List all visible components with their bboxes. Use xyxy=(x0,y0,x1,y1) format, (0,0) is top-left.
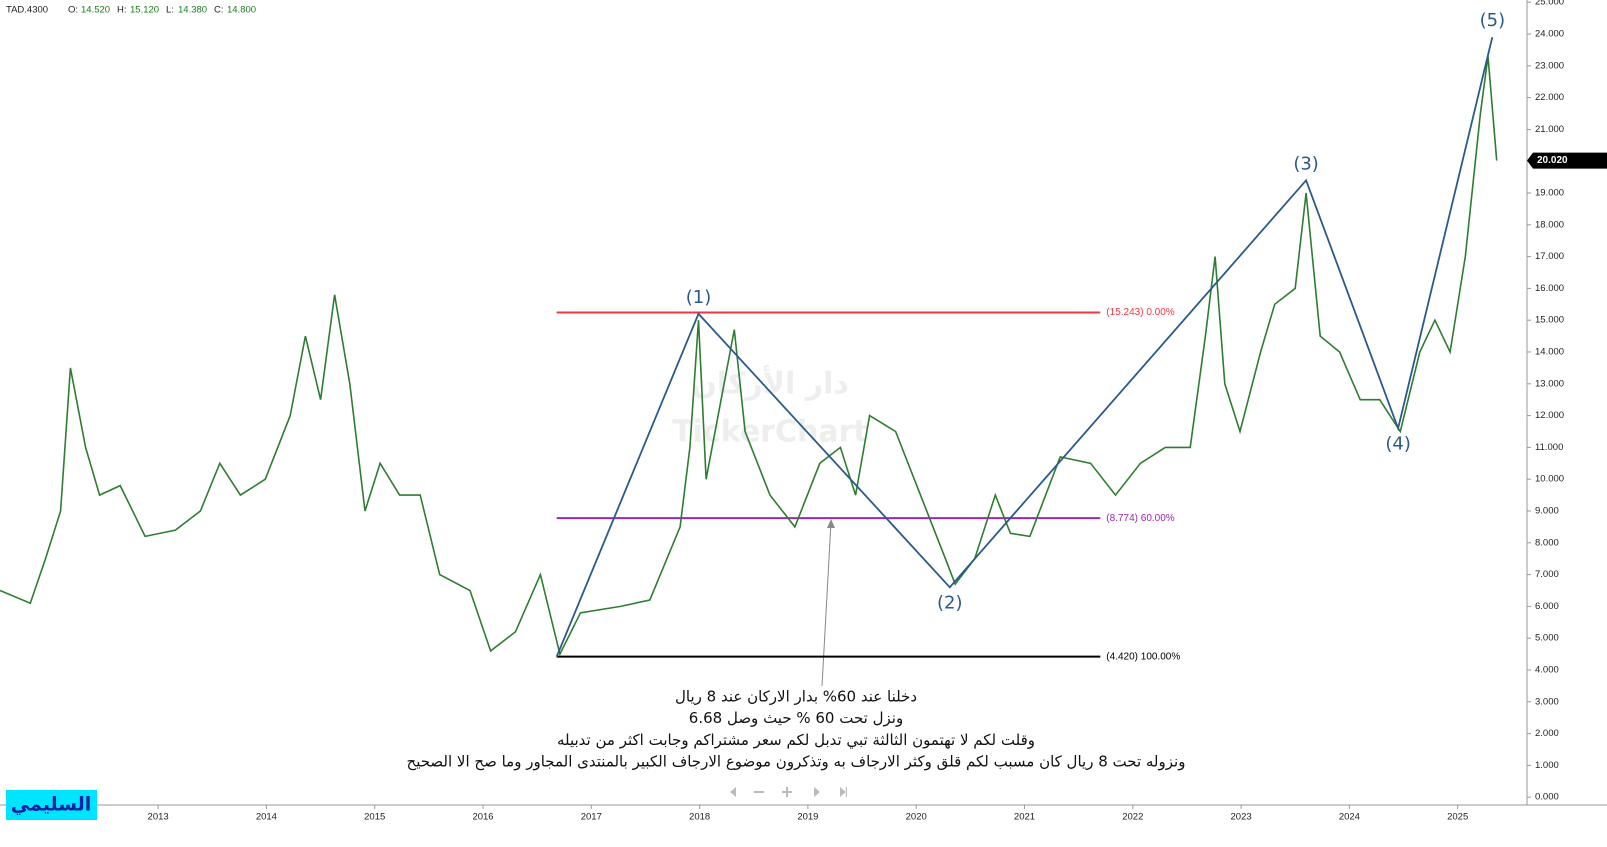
y-tick-label: 8.000 xyxy=(1535,537,1559,548)
x-tick-label: 2019 xyxy=(797,812,818,823)
ohlc-value: 14.520 xyxy=(81,5,110,16)
last-price-tag xyxy=(1527,152,1607,169)
toolbar xyxy=(730,787,847,797)
x-tick-label: 2018 xyxy=(689,812,710,823)
logo-box xyxy=(6,790,97,820)
x-tick-label: 2024 xyxy=(1339,812,1360,823)
y-tick-label: 10.000 xyxy=(1535,474,1564,485)
arrow-head xyxy=(827,519,835,528)
y-tick-label: 9.000 xyxy=(1535,506,1559,517)
y-tick-label: 11.000 xyxy=(1535,442,1563,453)
annotation: دخلنا عند 60% بدار الاركان عند 8 ريال xyxy=(675,688,917,706)
last-price-label: 20.020 xyxy=(1537,155,1568,166)
watermark: دار الأركان xyxy=(691,365,849,402)
y-tick-label: 2.000 xyxy=(1535,728,1559,739)
scroll-left[interactable] xyxy=(730,787,736,797)
y-tick-label: 15.000 xyxy=(1535,315,1564,326)
annotation: ونزل تحت 60 % حيث وصل 6.68 xyxy=(689,709,903,727)
ohlc-value: 14.380 xyxy=(178,5,207,16)
y-tick-label: 0.000 xyxy=(1535,792,1559,803)
x-tick-label: 2022 xyxy=(1122,812,1143,823)
y-tick-label: 4.000 xyxy=(1535,665,1559,676)
y-tick-label: 3.000 xyxy=(1535,696,1559,707)
y-tick-label: 21.000 xyxy=(1535,124,1564,135)
y-tick-label: 12.000 xyxy=(1535,410,1564,421)
x-tick-label: 2023 xyxy=(1231,812,1252,823)
wave-label: (1) xyxy=(686,287,712,308)
price-line xyxy=(0,56,1498,657)
y-tick-label: 23.000 xyxy=(1535,60,1564,71)
x-tick-label: 2021 xyxy=(1014,812,1035,823)
zoom-in[interactable] xyxy=(782,787,792,797)
x-tick-label: 2014 xyxy=(256,812,277,823)
y-tick-label: 16.000 xyxy=(1535,283,1564,294)
scroll-right[interactable] xyxy=(814,787,820,797)
watermark: TickerChart xyxy=(672,415,868,450)
y-tick-label: 22.000 xyxy=(1535,92,1564,103)
y-tick-label: 7.000 xyxy=(1535,569,1559,580)
y-tick-label: 18.000 xyxy=(1535,219,1564,230)
x-tick-label: 2016 xyxy=(472,812,493,823)
logo: السليمي xyxy=(11,794,91,816)
arrow-line xyxy=(821,521,832,687)
wave-line xyxy=(555,36,1494,657)
ohlc-key: O: xyxy=(68,5,78,16)
y-tick-label: 24.000 xyxy=(1535,29,1564,40)
ohlc-key: H: xyxy=(117,5,127,16)
x-tick-label: 2015 xyxy=(364,812,385,823)
zoom-out[interactable] xyxy=(754,791,764,793)
x-tick-label: 2017 xyxy=(581,812,602,823)
wave-label: (4) xyxy=(1385,433,1411,454)
y-tick-label: 14.000 xyxy=(1535,347,1564,358)
ohlc-value: 14.800 xyxy=(227,5,256,16)
wave-label: (2) xyxy=(937,592,963,613)
ohlc-value: 15.120 xyxy=(130,5,159,16)
wave-label: (3) xyxy=(1293,153,1319,174)
x-tick-label: 2013 xyxy=(148,812,169,823)
fib-label: (15.243) 0.00% xyxy=(1106,307,1174,318)
symbol: TAD.4300 xyxy=(6,5,48,16)
x-tick-label: 2020 xyxy=(906,812,927,823)
annotation: وقلت لكم لا تهتمون الثالثة تبي تدبل لكم … xyxy=(557,731,1035,750)
fib-label: (4.420) 100.00% xyxy=(1106,651,1180,662)
y-tick-label: 17.000 xyxy=(1535,251,1564,262)
y-tick-label: 6.000 xyxy=(1535,601,1559,612)
y-tick-label: 13.000 xyxy=(1535,378,1564,389)
scroll-end[interactable] xyxy=(840,787,847,797)
x-tick-label: 2025 xyxy=(1447,812,1468,823)
y-tick-label: 25.000 xyxy=(1535,0,1564,8)
y-tick-label: 5.000 xyxy=(1535,633,1559,644)
annotation: ونزوله تحت 8 ريال كان مسبب لكم قلق وكثر … xyxy=(407,753,1186,771)
y-tick-label: 19.000 xyxy=(1535,188,1564,199)
ohlc-key: C: xyxy=(214,5,224,16)
y-tick-label: 1.000 xyxy=(1535,760,1559,771)
fib-label: (8.774) 60.00% xyxy=(1106,513,1174,524)
ohlc-key: L: xyxy=(166,5,174,16)
wave-label: (5) xyxy=(1480,10,1506,31)
